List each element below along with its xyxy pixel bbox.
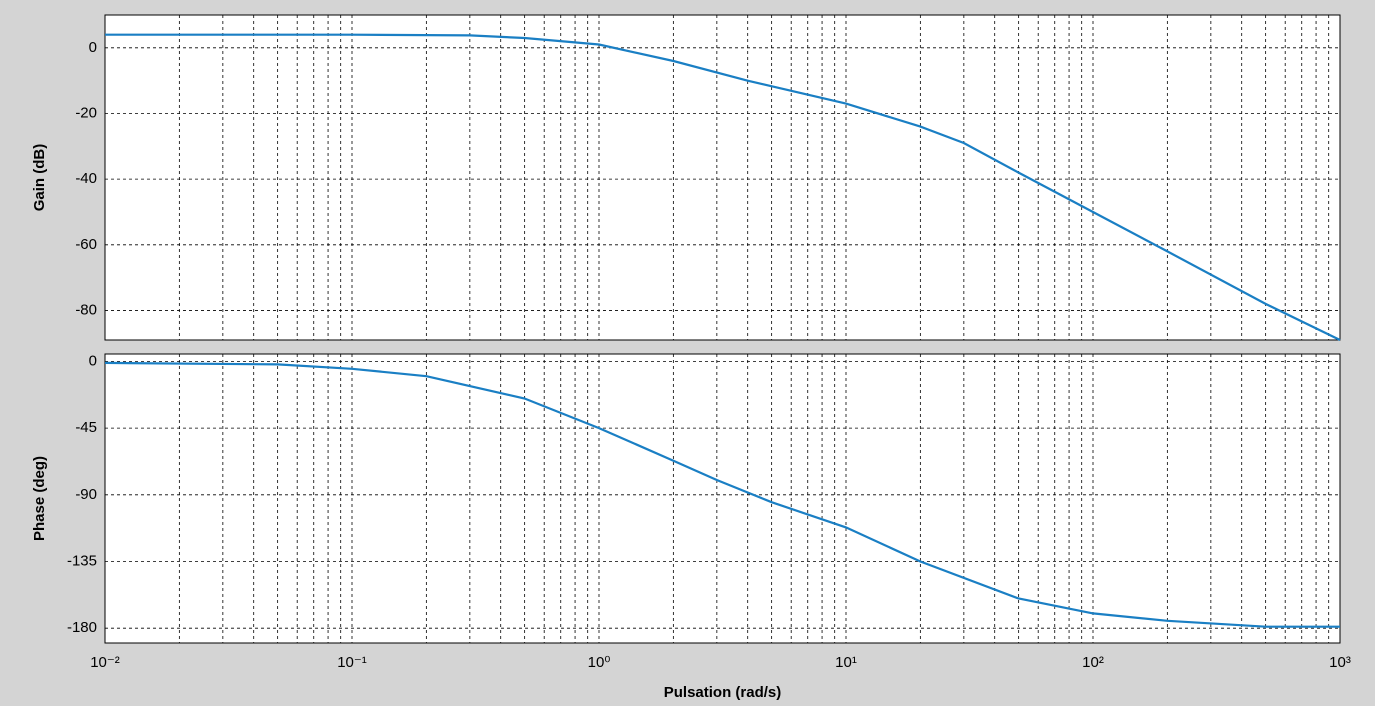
plot-area [105, 354, 1340, 643]
y-tick-label: 0 [89, 39, 97, 56]
plot-border [104, 14, 1341, 341]
y-tick-label: -60 [75, 236, 97, 253]
y-tick-label: -20 [75, 104, 97, 121]
x-tick-label: 10⁰ [588, 654, 611, 671]
x-tick-label: 10² [1082, 654, 1104, 671]
y-tick-label: -90 [75, 486, 97, 503]
y-tick-label: 0 [89, 352, 97, 369]
x-tick-label: 10⁻² [90, 654, 120, 671]
x-tick-label: 10³ [1329, 654, 1351, 671]
x-tick-label: 10⁻¹ [337, 654, 367, 671]
x-axis-label: Pulsation (rad/s) [664, 684, 782, 701]
response-line [104, 361, 1340, 628]
y-tick-label: -180 [67, 619, 97, 636]
x-tick-label: 10¹ [835, 654, 857, 671]
y-tick-label: -45 [75, 419, 97, 436]
y-tick-label: -135 [67, 552, 97, 569]
y-tick-label: -80 [75, 301, 97, 318]
y-axis-label: Phase (deg) [31, 456, 48, 541]
plot-area [105, 15, 1340, 340]
response-line [105, 33, 1341, 341]
y-tick-label: -40 [75, 170, 97, 187]
plot-border [104, 353, 1341, 644]
y-axis-label: Gain (dB) [31, 144, 48, 212]
